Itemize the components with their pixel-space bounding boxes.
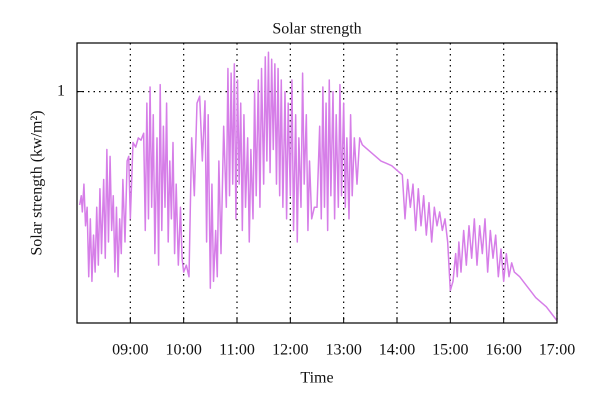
- x-tick-label: 17:00: [539, 342, 575, 359]
- x-tick-label: 11:00: [219, 342, 255, 359]
- y-axis-label: Solar strength (kw/m²): [29, 110, 46, 255]
- x-tick-label: 14:00: [379, 342, 415, 359]
- x-tick-label: 15:00: [432, 342, 468, 359]
- x-axis-label: Time: [300, 370, 333, 387]
- x-tick-label: 12:00: [272, 342, 308, 359]
- x-tick-label: 10:00: [165, 342, 201, 359]
- x-tick-label: 16:00: [485, 342, 521, 359]
- data-line: [78, 51, 558, 322]
- y-tick-label: 1: [57, 82, 65, 99]
- plot-frame: [76, 42, 558, 324]
- x-tick-label: 13:00: [325, 342, 361, 359]
- x-tick-label: 09:00: [112, 342, 148, 359]
- chart-title: Solar strength: [272, 21, 361, 38]
